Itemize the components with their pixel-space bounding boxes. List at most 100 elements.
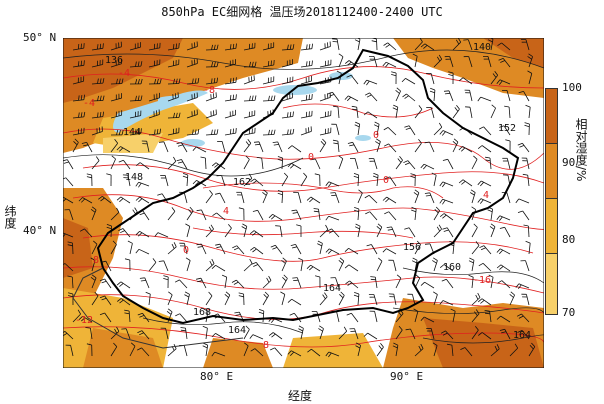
contour-label-156: 156 [403, 242, 421, 253]
wind-barb [501, 280, 511, 289]
wind-barb-feather [270, 95, 273, 101]
wind-barb [500, 264, 511, 272]
wind-barb [338, 56, 344, 68]
wind-barb-feather [245, 325, 250, 330]
contour-label-136: 136 [105, 55, 123, 66]
wind-barb [373, 56, 378, 68]
wind-barb [243, 226, 248, 238]
wind-barb [332, 91, 340, 102]
wind-barb-feather [392, 345, 398, 349]
wind-barb [414, 109, 423, 119]
wind-barb-feather [83, 144, 89, 147]
wind-barb-feather [137, 330, 143, 334]
wind-barb-feather [106, 224, 112, 227]
wind-barb [433, 260, 438, 272]
wind-barb-feather [308, 60, 311, 66]
wind-barb-feather [382, 61, 387, 67]
wind-barb-feather [398, 311, 402, 316]
svg-text:0: 0 [383, 175, 389, 186]
wind-barb-feather [446, 343, 452, 346]
wind-barb [490, 209, 493, 221]
wind-barb-feather [500, 60, 506, 63]
wind-barb-feather [173, 112, 175, 118]
wind-barb-feather [458, 179, 464, 184]
wind-barb-feather [135, 196, 140, 201]
wind-barb-feather [289, 44, 292, 50]
wind-barb [452, 41, 461, 51]
wind-barb-feather [171, 207, 176, 212]
wind-barb-feather [370, 276, 376, 278]
wind-barb [442, 300, 454, 306]
wind-barb [205, 345, 209, 357]
wind-barb-feather [137, 61, 140, 67]
wind-barb [167, 132, 179, 136]
wind-barb [243, 263, 253, 272]
wind-barb-feather [163, 278, 169, 281]
wind-barb [144, 277, 150, 289]
wind-barb-feather [393, 342, 399, 346]
wind-barb-feather [382, 196, 387, 201]
wind-barb-feather [518, 91, 524, 94]
wind-barb-feather [458, 77, 464, 82]
wind-barb-feather [479, 199, 484, 204]
wind-barb [502, 58, 511, 68]
contour-label-148: 148 [125, 172, 143, 183]
wind-barb [262, 310, 265, 323]
wind-barb-feather [477, 145, 483, 150]
wind-barb-feather [135, 162, 141, 167]
wind-barb-feather [306, 196, 312, 201]
wind-barb [367, 111, 378, 119]
wind-barb-feather [292, 277, 298, 279]
wind-barb-feather [247, 139, 252, 144]
wind-barb-feather [311, 43, 313, 49]
wind-barb [471, 329, 479, 340]
wind-barb-feather [499, 226, 505, 229]
wind-barb-feather [475, 241, 480, 246]
wind-barb-feather [196, 209, 202, 212]
wind-barb-feather [233, 247, 239, 251]
wind-barb-feather [272, 247, 278, 250]
wind-barb-feather [475, 294, 479, 300]
wind-barb-feather [505, 139, 511, 142]
wind-barb-feather [404, 125, 410, 128]
wind-barb-feather [254, 143, 261, 146]
wind-barb [490, 226, 496, 238]
wind-barb [129, 346, 136, 357]
wind-barb-feather [241, 226, 247, 230]
wind-barb-feather [415, 274, 420, 279]
wind-barb-feather [413, 308, 419, 312]
wind-barb-feather [263, 189, 268, 194]
wind-barb-feather [106, 173, 112, 176]
wind-barb [167, 246, 177, 255]
wind-barb-feather [234, 311, 240, 314]
wind-barb-feather [434, 209, 439, 214]
wind-barb-feather [154, 232, 159, 237]
wind-barb-feather [432, 342, 438, 346]
wind-barb-feather [138, 198, 143, 203]
wind-barb-feather [230, 129, 232, 135]
svg-text:0: 0 [308, 152, 314, 163]
wind-barb-feather [91, 274, 97, 279]
wind-barb-feather [416, 240, 421, 245]
wind-barb-feather [479, 245, 485, 249]
wind-barb-feather [470, 189, 476, 193]
wind-barb [110, 142, 119, 153]
wind-barb-feather [216, 77, 218, 83]
wind-barb-feather [250, 178, 255, 183]
wind-barb-feather [250, 348, 256, 352]
wind-barb-feather [132, 209, 136, 215]
wind-barb [258, 141, 264, 153]
contour-label-164: 164 [323, 283, 341, 294]
wind-barb-feather [135, 79, 138, 84]
contour-label-160: 160 [443, 262, 461, 273]
wind-barb-feather [235, 314, 241, 316]
wind-barb-feather [268, 332, 274, 336]
wind-barb [110, 83, 123, 85]
wind-barb-feather [340, 291, 345, 296]
wind-barb [357, 345, 361, 357]
wind-barb [205, 193, 213, 204]
wind-barb-feather [353, 173, 359, 176]
wind-barb-feather [418, 345, 422, 351]
wind-barb [104, 312, 112, 323]
wind-barb-feather [439, 181, 444, 187]
